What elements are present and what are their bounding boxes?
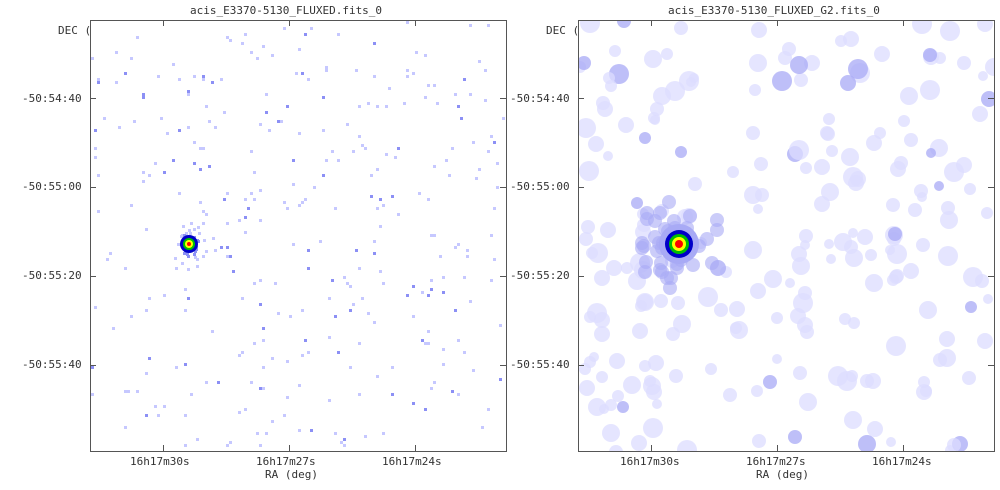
ra-axis-label: RA (deg) — [756, 468, 809, 481]
tick-mark — [578, 365, 584, 366]
dec-tick-label: -50:55:20 — [22, 269, 82, 282]
image-panel-raw: acis_E3370-5130_FLUXED.fits_0 DEC (deg) … — [22, 4, 507, 481]
tick-mark — [90, 98, 96, 99]
tick-mark — [500, 276, 506, 277]
dec-tick-label: -50:55:20 — [510, 269, 570, 282]
tick-mark — [163, 20, 164, 26]
image-canvas — [91, 21, 505, 447]
dec-tick-label: -50:55:00 — [22, 180, 82, 193]
tick-mark — [415, 20, 416, 26]
image-viewport[interactable] — [90, 20, 507, 452]
tick-mark — [903, 445, 904, 451]
ra-tick-label: 16h17m30s — [130, 455, 190, 468]
image-viewport[interactable] — [578, 20, 995, 452]
tick-mark — [500, 365, 506, 366]
tick-mark — [500, 98, 506, 99]
tick-mark — [988, 187, 994, 188]
tick-mark — [903, 20, 904, 26]
dec-tick-label: -50:55:00 — [510, 180, 570, 193]
tick-mark — [163, 445, 164, 451]
ra-tick-label: 16h17m27s — [256, 455, 316, 468]
ra-tick-label: 16h17m24s — [872, 455, 932, 468]
tick-mark — [90, 276, 96, 277]
tick-mark — [578, 276, 584, 277]
panel-title: acis_E3370-5130_FLUXED_G2.fits_0 — [668, 4, 880, 17]
tick-mark — [289, 20, 290, 26]
panel-title: acis_E3370-5130_FLUXED.fits_0 — [190, 4, 383, 17]
tick-mark — [988, 365, 994, 366]
tick-mark — [415, 445, 416, 451]
dec-tick-label: -50:54:40 — [22, 92, 82, 105]
tick-mark — [578, 187, 584, 188]
image-panel-smoothed: acis_E3370-5130_FLUXED_G2.fits_0 DEC (de… — [490, 0, 1000, 490]
ra-tick-label: 16h17m24s — [382, 455, 442, 468]
tick-mark — [90, 187, 96, 188]
image-canvas — [579, 21, 994, 451]
tick-mark — [578, 98, 584, 99]
tick-mark — [988, 98, 994, 99]
tick-mark — [651, 445, 652, 451]
tick-mark — [777, 445, 778, 451]
tick-mark — [500, 187, 506, 188]
ra-tick-label: 16h17m30s — [620, 455, 680, 468]
ra-axis-label: RA (deg) — [265, 468, 318, 481]
ra-tick-label: 16h17m27s — [746, 455, 806, 468]
tick-mark — [988, 276, 994, 277]
dec-tick-label: -50:54:40 — [510, 92, 570, 105]
tick-mark — [90, 365, 96, 366]
tick-mark — [651, 20, 652, 26]
dec-tick-label: -50:55:40 — [22, 358, 82, 371]
tick-mark — [289, 445, 290, 451]
dec-tick-label: -50:55:40 — [510, 358, 570, 371]
tick-mark — [777, 20, 778, 26]
